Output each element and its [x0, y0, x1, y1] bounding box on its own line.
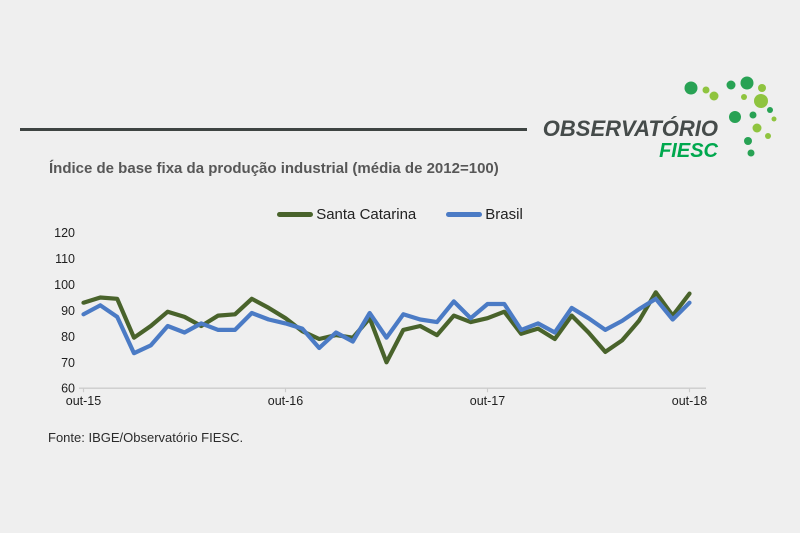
legend-label-santa-catarina: Santa Catarina	[316, 206, 417, 223]
header-divider	[20, 128, 527, 131]
series-line-santa-catarina	[81, 290, 692, 365]
series-line-brasil	[81, 296, 692, 356]
y-tick-label: 100	[54, 278, 75, 292]
x-tick-label: out-18	[672, 394, 707, 408]
legend-item-santa-catarina: Santa Catarina	[277, 206, 416, 223]
legend-item-brasil: Brasil	[446, 206, 523, 223]
y-tick-label: 70	[61, 356, 75, 370]
logo-circle	[754, 94, 768, 108]
logo-circle	[749, 111, 757, 119]
logo-circle	[765, 133, 771, 139]
logo-circle	[767, 107, 773, 113]
logo-circle	[771, 116, 777, 122]
brand-observatorio: OBSERVATÓRIO	[542, 116, 718, 141]
y-tick-label: 110	[55, 252, 75, 266]
logo-circle	[726, 80, 736, 90]
logo-circle	[740, 76, 754, 90]
logo-circle	[752, 123, 762, 133]
legend-label-brasil: Brasil	[485, 206, 523, 223]
source-note: Fonte: IBGE/Observatório FIESC.	[48, 430, 244, 445]
logo-circle	[747, 149, 755, 157]
chart-title: Índice de base fixa da produção industri…	[49, 160, 499, 177]
brand-fiesc: FIESC	[659, 140, 718, 162]
chart-legend: Santa Catarina Brasil	[0, 206, 800, 223]
x-tick-label: out-15	[66, 394, 101, 408]
logo-circle	[758, 84, 766, 92]
logo-circle	[702, 86, 710, 94]
brasil-line-swatch	[446, 212, 483, 217]
y-tick-label: 80	[61, 330, 75, 344]
logo-circle	[709, 91, 719, 101]
x-tick-label: out-17	[470, 394, 505, 408]
y-tick-label: 60	[61, 382, 75, 396]
y-tick-label: 90	[61, 304, 75, 318]
y-tick-label: 120	[54, 226, 75, 240]
logo-circle	[744, 137, 752, 145]
logo-circle	[684, 81, 698, 95]
logo-circle	[729, 111, 741, 123]
x-tick-label: out-16	[268, 394, 303, 408]
santa-catarina-line-swatch	[277, 212, 314, 217]
logo-circle	[741, 94, 747, 100]
